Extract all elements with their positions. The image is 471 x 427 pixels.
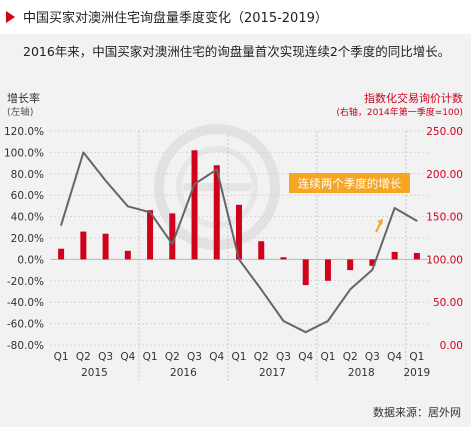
bar (413, 252, 420, 260)
line-point (393, 207, 396, 209)
right-tick-label: 200.00 (426, 169, 463, 181)
left-tick-label: 40.0% (11, 212, 44, 224)
bar (324, 259, 331, 281)
category-tick-label: Q1 (232, 351, 247, 363)
year-label: 2017 (259, 367, 286, 379)
header-bar: 中国买家对澳洲住宅询盘量季度变化（2015-2019） (0, 0, 471, 34)
category-tick-label: Q1 (54, 351, 69, 363)
right-tick-label: 250.00 (426, 126, 463, 138)
bar (124, 250, 131, 260)
category-tick-label: Q2 (343, 351, 358, 363)
line-point (193, 183, 196, 185)
bar (80, 231, 87, 260)
right-axis-title: 指数化交易询价计数 (右轴，2014年第一季度=100) (336, 92, 463, 120)
line-point (82, 151, 85, 154)
line-point (104, 179, 107, 182)
line-point (327, 320, 329, 322)
line-point (238, 258, 240, 261)
title-marker-icon (6, 11, 15, 23)
line-point (282, 320, 285, 322)
bar (302, 259, 309, 286)
category-tick-label: Q3 (98, 351, 113, 363)
line-point (127, 205, 129, 208)
left-tick-label: 20.0% (11, 233, 44, 245)
left-tick-label: 0.0% (17, 254, 44, 266)
year-label: 2019 (404, 367, 431, 379)
bar (169, 213, 176, 260)
left-tick-label: -80.0% (7, 340, 44, 352)
data-source: 数据来源：居外网 (373, 406, 461, 419)
line-point (371, 268, 374, 271)
page-title: 中国买家对澳洲住宅询盘量季度变化（2015-2019） (23, 11, 328, 26)
bar (236, 204, 242, 260)
right-axis-note: (右轴，2014年第一季度=100) (336, 108, 463, 118)
category-tick-label: Q1 (320, 351, 335, 363)
line-point (260, 288, 263, 291)
category-tick-label: Q2 (165, 351, 180, 363)
bar (280, 257, 287, 260)
left-axis-title: 增长率 (左轴) (7, 92, 40, 120)
bar (369, 259, 376, 266)
left-axis-note: (左轴) (7, 107, 34, 118)
left-tick-label: 60.0% (11, 190, 44, 202)
right-tick-label: 0.00 (440, 340, 463, 352)
category-tick-label: Q3 (187, 351, 202, 363)
line-point (416, 220, 418, 222)
year-label: 2015 (81, 367, 108, 379)
category-tick-label: Q2 (76, 351, 91, 363)
annotation-text: 连续两个季度的增长 (298, 177, 402, 191)
bar (258, 241, 265, 260)
left-tick-label: -20.0% (7, 276, 44, 288)
bar (347, 259, 354, 271)
left-tick-label: -60.0% (7, 319, 44, 331)
chart-subtitle: 2016年来，中国买家对澳洲住宅的询盘量首次实现连续2个季度的同比增长。 (23, 44, 451, 59)
right-tick-label: 150.00 (426, 212, 463, 224)
annotation-callout (289, 173, 410, 193)
annotation-arrow-icon (375, 221, 382, 233)
category-tick-label: Q1 (409, 351, 424, 363)
line-point (304, 331, 307, 333)
left-tick-label: 80.0% (11, 169, 44, 181)
left-tick-label: 100.0% (4, 147, 44, 159)
category-tick-label: Q4 (298, 351, 313, 363)
bar (191, 150, 198, 260)
bar (213, 165, 220, 260)
line-point (60, 224, 62, 226)
category-tick-label: Q3 (276, 351, 291, 363)
right-axis-label: 指数化交易询价计数 (364, 92, 463, 105)
line-point (349, 288, 351, 291)
category-tick-label: Q4 (209, 351, 224, 363)
category-tick-label: Q2 (254, 351, 269, 363)
left-tick-label: 120.0% (4, 126, 44, 138)
bar (58, 248, 65, 260)
left-tick-label: -40.0% (7, 297, 44, 309)
category-tick-label: Q3 (365, 351, 380, 363)
line-point (149, 211, 151, 214)
bar (147, 210, 154, 260)
year-label: 2016 (170, 367, 197, 379)
bar (102, 233, 109, 260)
category-tick-label: Q4 (120, 351, 135, 363)
annotation-arrowhead-icon (377, 219, 383, 225)
line-point (171, 243, 174, 245)
year-label: 2018 (348, 367, 375, 379)
right-tick-label: 50.00 (433, 297, 463, 309)
category-tick-label: Q1 (143, 351, 158, 363)
line-point (215, 168, 218, 171)
right-tick-label: 100.00 (426, 254, 463, 266)
left-axis-label: 增长率 (7, 92, 40, 105)
category-tick-label: Q4 (387, 351, 402, 363)
bar (391, 251, 398, 260)
